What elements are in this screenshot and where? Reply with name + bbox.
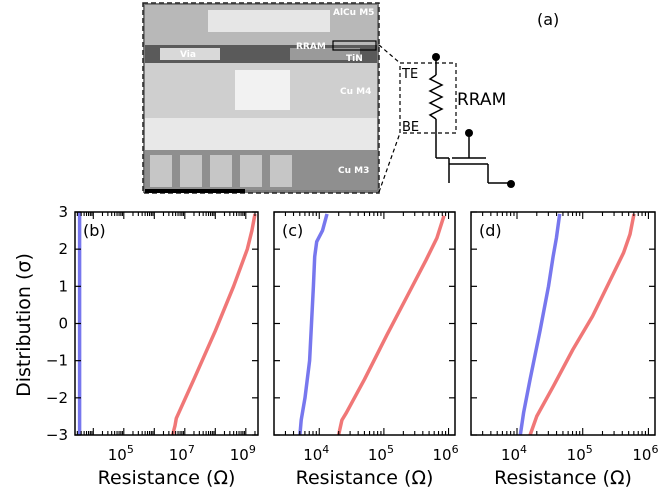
- connector-top: [378, 44, 401, 64]
- y-axis-title: Distribution (σ): [13, 253, 35, 397]
- series-line-c-1: [298, 213, 329, 436]
- x-tick-label-b: 105: [108, 443, 134, 464]
- x-tick-label-c: 106: [432, 443, 458, 464]
- y-tick-label-b: −2: [46, 389, 68, 407]
- sem-label-tin: TiN: [346, 54, 363, 64]
- series-line-d-1: [518, 213, 562, 436]
- te-label: TE: [401, 67, 418, 82]
- sem-tin: [290, 48, 360, 60]
- y-tick-label-b: 0: [58, 315, 68, 333]
- resistor-symbol: [428, 74, 444, 120]
- sem-m3-line-3: [210, 155, 232, 187]
- rram-circuit-label: RRAM: [457, 90, 506, 110]
- series-line-c-2: [336, 215, 446, 436]
- x-tick-label-b: 107: [169, 443, 195, 464]
- rram-dashed-box: [399, 62, 457, 134]
- sem-label-alcu: AlCu M5: [333, 8, 374, 18]
- sem-scale-bar: [145, 189, 245, 193]
- x-tick-label-c: 105: [368, 443, 394, 464]
- x-axis-title-c: Resistance (Ω): [296, 467, 434, 489]
- x-tick-label-c: 104: [303, 443, 329, 464]
- panel-label-b: (b): [83, 221, 106, 240]
- x-axis-title-d: Resistance (Ω): [494, 467, 632, 489]
- be-label: BE: [402, 120, 419, 135]
- sem-m3-line-4: [240, 155, 262, 187]
- panel-label-a: (a): [537, 10, 559, 29]
- y-tick-label-b: −1: [46, 352, 68, 370]
- series-line-b-2: [170, 213, 257, 436]
- sem-m4-highlight: [235, 70, 290, 110]
- connector-bottom: [378, 132, 401, 193]
- circuit-schematic: TE BE RRAM: [399, 53, 515, 188]
- y-tick-label-b: 2: [58, 240, 68, 258]
- sem-image: AlCu M5 RRAM TiN Via Cu M4 Cu M3: [142, 2, 380, 194]
- sem-label-via: Via: [180, 50, 196, 60]
- x-tick-label-b: 109: [230, 443, 256, 464]
- sem-via: [160, 48, 220, 60]
- source-terminal: [507, 180, 515, 188]
- plot-frame-c: [273, 211, 456, 436]
- gate-terminal: [465, 129, 473, 137]
- chart-c: 104 105 106 Resistance (Ω) (c): [273, 211, 459, 489]
- sem-label-cu-m4: Cu M4: [340, 87, 371, 97]
- sem-rram-box: [332, 40, 377, 51]
- x-axis-title-b: Resistance (Ω): [98, 467, 236, 489]
- sem-m5-metal: [208, 10, 330, 32]
- x-tick-label-d: 104: [501, 443, 527, 464]
- sem-m3-line-5: [270, 155, 292, 187]
- sem-m3-line-2: [180, 155, 202, 187]
- sem-label-cu-m3: Cu M3: [338, 166, 369, 176]
- y-tick-label-b: −3: [46, 426, 68, 444]
- x-tick-label-d: 106: [632, 443, 658, 464]
- y-tick-label-b: 1: [58, 277, 68, 295]
- panel-label-d: (d): [479, 221, 502, 240]
- plot-frame-b: [74, 211, 259, 436]
- x-tick-label-d: 105: [567, 443, 593, 464]
- series-line-d-2: [528, 213, 636, 436]
- sem-m3-line-1: [150, 155, 172, 187]
- chart-b: 3 2 1 0 −1 −2 −3 105 107 109 Resistance (Ω) (b): [46, 203, 259, 489]
- y-tick-label-b: 3: [58, 203, 68, 221]
- panel-label-c: (c): [282, 221, 303, 240]
- sem-label-rram: RRAM: [296, 42, 326, 52]
- sem-m4-lower: [145, 118, 377, 150]
